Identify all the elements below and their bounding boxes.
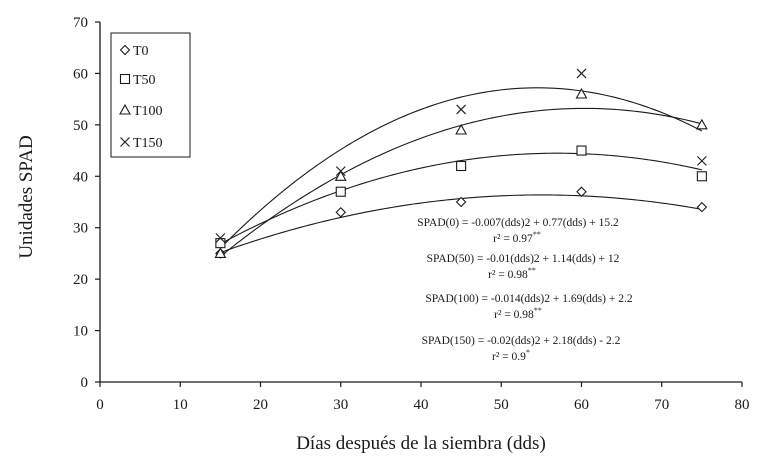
data-markers bbox=[214, 68, 708, 259]
data-point-t100 bbox=[214, 247, 227, 258]
significance-t0: ** bbox=[533, 230, 541, 239]
regression-equations: SPAD(0) = -0.007(dds)2 + 0.77(dds) + 15.… bbox=[417, 217, 633, 363]
legend-label-t100: T100 bbox=[133, 104, 163, 119]
r2-t150: r² = 0.9* bbox=[492, 348, 530, 363]
legend-marker-t0 bbox=[119, 44, 131, 56]
y-tick-label: 40 bbox=[73, 169, 88, 185]
legend-label-t50: T50 bbox=[133, 73, 156, 88]
data-point-t150 bbox=[576, 68, 587, 79]
data-point-t0 bbox=[455, 196, 467, 208]
data-point-t150 bbox=[456, 104, 467, 115]
x-tick-label: 50 bbox=[494, 397, 509, 413]
legend-markers bbox=[119, 44, 131, 147]
data-point-t100 bbox=[575, 87, 588, 99]
x-tick-label: 40 bbox=[414, 397, 429, 413]
equation-t50: SPAD(50) = -0.01(dds)2 + 1.14(dds) + 12 bbox=[427, 253, 620, 265]
x-tick-label: 60 bbox=[574, 397, 589, 413]
plot-area: 0 10 20 30 40 50 60 70 80 0 10 20 30 40 50 60 70 bbox=[73, 15, 750, 413]
equation-t0: SPAD(0) = -0.007(dds)2 + 0.77(dds) + 15.… bbox=[417, 217, 619, 229]
legend-marker-t50 bbox=[119, 73, 131, 85]
r2-t0: r² = 0.97** bbox=[493, 230, 541, 245]
y-tick-label: 60 bbox=[73, 66, 88, 82]
data-point-t0 bbox=[576, 186, 587, 197]
y-axis-ticks: 0 10 20 30 40 50 60 70 bbox=[73, 15, 100, 391]
data-point-t100 bbox=[455, 123, 468, 135]
y-tick-label: 10 bbox=[73, 324, 88, 340]
data-point-t150 bbox=[335, 166, 346, 177]
y-tick-label: 70 bbox=[73, 15, 88, 31]
data-point-t50 bbox=[456, 160, 467, 172]
data-point-t50 bbox=[215, 238, 226, 249]
fit-curves bbox=[219, 87, 703, 257]
y-tick-label: 50 bbox=[73, 118, 88, 134]
data-point-t0 bbox=[696, 201, 708, 213]
legend-label-t0: T0 bbox=[133, 44, 149, 59]
data-point-t150 bbox=[215, 233, 226, 243]
fit-curve-t50 bbox=[220, 152, 703, 245]
r2-t100: r² = 0.98** bbox=[494, 306, 542, 321]
legend: T0 T50 T100 T150 bbox=[110, 32, 191, 158]
data-point-t150 bbox=[696, 155, 707, 166]
r2-value-t100: r² = 0.98 bbox=[494, 309, 534, 321]
x-axis-ticks: 0 10 20 30 40 50 60 70 80 bbox=[96, 382, 750, 413]
data-point-t100 bbox=[334, 170, 347, 181]
legend-marker-t150 bbox=[120, 137, 130, 147]
y-tick-label: 0 bbox=[81, 375, 89, 391]
y-tick-label: 20 bbox=[73, 272, 88, 288]
r2-value-t50: r² = 0.98 bbox=[488, 269, 528, 281]
legend-marker-t100 bbox=[119, 103, 131, 115]
x-tick-label: 70 bbox=[654, 397, 669, 413]
r2-value-t0: r² = 0.97 bbox=[493, 233, 533, 245]
r2-t50: r² = 0.98** bbox=[488, 266, 536, 281]
data-point-t50 bbox=[335, 186, 346, 197]
x-tick-label: 30 bbox=[333, 397, 348, 413]
x-tick-label: 80 bbox=[735, 397, 750, 413]
x-axis-title: Días después de la siembra (dds) bbox=[296, 433, 546, 454]
significance-t100: ** bbox=[534, 306, 542, 315]
equation-t150: SPAD(150) = -0.02(dds)2 + 2.18(dds) - 2.… bbox=[422, 335, 621, 347]
r2-value-t150: r² = 0.9 bbox=[492, 351, 526, 363]
equation-t100: SPAD(100) = -0.014(dds)2 + 1.69(dds) + 2… bbox=[425, 293, 632, 305]
x-tick-label: 20 bbox=[253, 397, 268, 413]
x-tick-label: 0 bbox=[96, 397, 104, 413]
significance-t50: ** bbox=[528, 266, 536, 275]
y-tick-label: 30 bbox=[73, 221, 88, 237]
data-point-t50 bbox=[696, 171, 707, 182]
data-point-t100 bbox=[695, 118, 708, 130]
legend-label-t150: T150 bbox=[133, 136, 163, 151]
fit-curve-t150 bbox=[219, 87, 703, 249]
x-tick-label: 10 bbox=[173, 397, 188, 413]
data-point-t0 bbox=[335, 207, 347, 218]
significance-t150: * bbox=[526, 348, 530, 357]
y-axis-title: Unidades SPAD bbox=[16, 135, 37, 258]
data-point-t50 bbox=[576, 145, 587, 156]
